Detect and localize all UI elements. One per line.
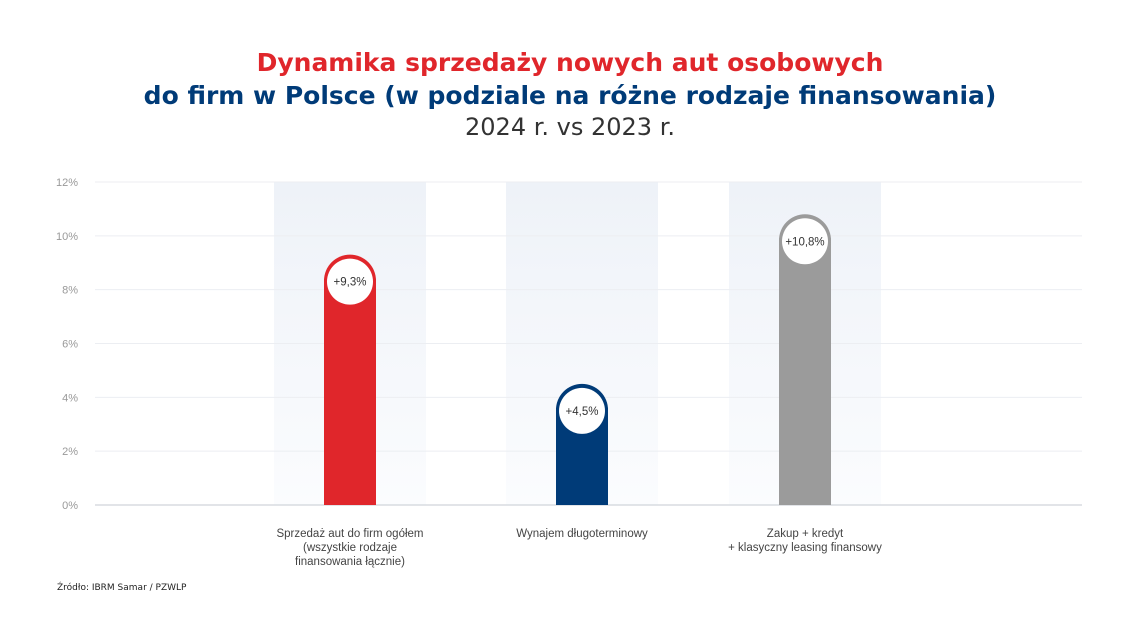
y-tick-label: 12% [56,177,78,189]
y-tick-label: 2% [62,446,78,458]
data-label: +10,8% [785,236,824,248]
category-label-1: Sprzedaż aut do firm ogółem (wszystkie r… [276,528,424,568]
category-label-3: Zakup + kredyt + klasyczny leasing finan… [728,528,882,554]
chart-subtitle: do firm w Polsce (w podziale na różne ro… [143,81,997,110]
bar [779,238,831,506]
y-tick-label: 4% [62,392,78,404]
source-note: Źródło: IBRM Samar / PZWLP [57,583,187,593]
value-bubble [327,258,373,305]
y-tick-label: 8% [62,285,78,297]
data-label: +4,5% [566,406,599,418]
chart-title: Dynamika sprzedaży nowych aut osobowych [256,48,884,77]
chart-period: 2024 r. vs 2023 r. [465,113,675,141]
y-tick-label: 6% [62,339,78,351]
category-label-2: Wynajem długoterminowy [516,528,648,540]
data-label: +9,3% [334,277,367,289]
value-bubble [559,387,605,434]
y-tick-label: 10% [56,231,78,243]
bar [324,278,376,505]
value-bubble [782,218,828,265]
y-tick-label: 0% [62,500,78,512]
